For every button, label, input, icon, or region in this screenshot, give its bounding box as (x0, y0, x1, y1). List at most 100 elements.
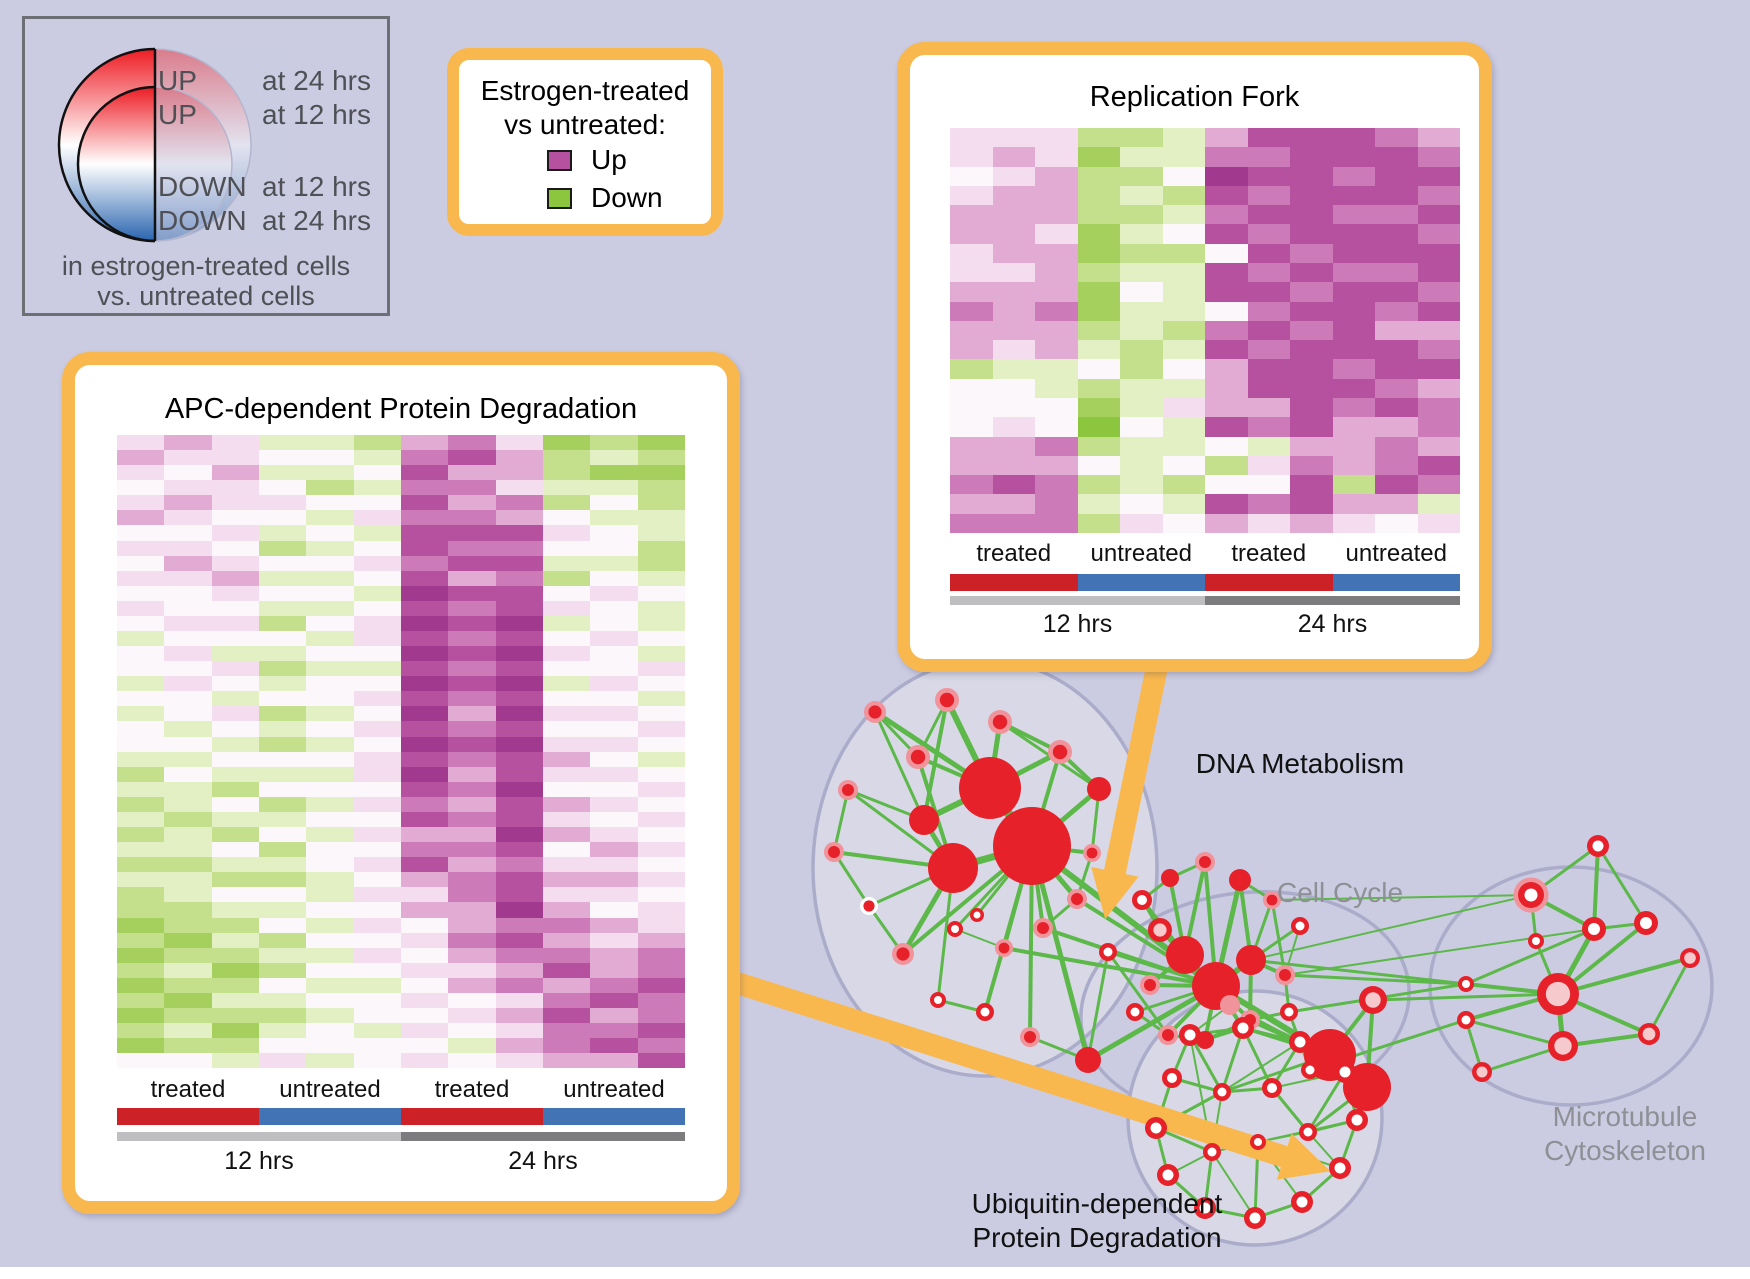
heatmap-cell (117, 842, 165, 858)
rf-panel-title: Replication Fork (1089, 81, 1300, 113)
heatmap-cell (1120, 282, 1163, 302)
heatmap-cell (400, 872, 449, 888)
heatmap-cell (258, 736, 307, 752)
heatmap-cell (637, 525, 685, 541)
network-edge (873, 711, 926, 821)
heatmap-cell (211, 736, 259, 752)
heatmap-cell (164, 1038, 212, 1054)
heatmap-cell (400, 977, 449, 993)
heatmap-cell (353, 540, 401, 556)
heatmap-cell (211, 1023, 259, 1039)
heatmap-cell (992, 185, 1035, 206)
heatmap-cell (448, 781, 496, 797)
group-label-treated: treated (434, 1076, 510, 1103)
heatmap-cell (306, 827, 354, 843)
heatmap-cell (1417, 378, 1460, 398)
heatmap-cell (211, 751, 259, 767)
estrogen-legend-title-line2: vs untreated: (504, 109, 666, 141)
network-node (1295, 921, 1305, 931)
heatmap-cell (992, 243, 1035, 263)
heatmap-cell (400, 510, 449, 526)
network-node (1592, 840, 1604, 852)
heatmap-cell (117, 811, 165, 828)
heatmap-row (117, 510, 685, 526)
heatmap-cell (992, 128, 1035, 148)
heatmap-cell (211, 766, 259, 782)
heatmap-row (950, 262, 1460, 283)
heatmap-cell (1247, 243, 1290, 263)
network-node (896, 947, 910, 961)
heatmap-row (950, 147, 1460, 167)
heatmap-cell (1332, 282, 1375, 302)
heatmap-row (117, 570, 685, 586)
heatmap-cell (1162, 417, 1205, 437)
heatmap-cell (495, 796, 543, 812)
heatmap-cell (590, 992, 638, 1008)
heatmap-cell (211, 842, 259, 858)
heatmap-cell (1205, 494, 1248, 514)
heatmap-cell (495, 842, 543, 858)
time-label-12hrs: 12 hrs (224, 1147, 294, 1175)
heatmap-cell (542, 1007, 591, 1024)
heatmap-cell (1035, 262, 1078, 283)
network-node (1144, 979, 1156, 991)
heatmap-cell (211, 827, 259, 843)
heatmap-cell (117, 781, 165, 797)
heatmap-cell (448, 917, 496, 933)
heatmap-cell (1247, 224, 1290, 244)
heatmap-row (117, 495, 685, 511)
heatmap-cell (950, 494, 993, 514)
heatmap-row (117, 465, 685, 481)
heatmap-cell (637, 495, 685, 511)
heatmap-cell (1247, 301, 1290, 321)
heatmap-cell (542, 615, 591, 632)
heatmap-cell (400, 585, 449, 601)
heatmap-cell (637, 661, 685, 677)
heatmap-cell (400, 661, 449, 677)
heatmap-cell (992, 436, 1035, 456)
heatmap-cell (950, 436, 993, 456)
heatmap-cell (637, 706, 685, 722)
heatmap-cell (1290, 436, 1333, 456)
heatmap-cell (1332, 320, 1375, 341)
heatmap-cell (542, 555, 591, 571)
heatmap-cell (448, 827, 496, 843)
heatmap-cell (637, 796, 685, 812)
heatmap-cell (164, 827, 212, 843)
heatmap-cell (211, 962, 259, 978)
heatmap-cell (542, 510, 591, 526)
heatmap-cell (448, 450, 496, 466)
heatmap-cell (400, 766, 449, 782)
updown-row-up12: UP at 12 hrs (25, 99, 387, 130)
heatmap-cell (164, 887, 212, 903)
heatmap-cell (1375, 436, 1418, 456)
heatmap-cell (1375, 147, 1418, 167)
heatmap-cell (117, 706, 165, 722)
heatmap-cell (542, 872, 591, 888)
heatmap-row (950, 340, 1460, 360)
heatmap-cell (258, 661, 307, 677)
heatmap-cell (353, 751, 401, 767)
heatmap-cell (542, 932, 591, 948)
heatmap-cell (448, 661, 496, 677)
heatmap-cell (1375, 397, 1418, 418)
network-edge (1557, 956, 1691, 996)
heatmap-cell (1162, 128, 1205, 148)
heatmap-cell (211, 917, 259, 933)
heatmap-cell (211, 781, 259, 797)
heatmap-cell (1162, 513, 1205, 533)
heatmap-cell (117, 917, 165, 933)
legend-item-down: Down (459, 182, 711, 218)
heatmap-cell (637, 766, 685, 782)
heatmap-cell (211, 435, 259, 451)
heatmap-cell (495, 510, 543, 526)
network-node (1267, 1083, 1277, 1093)
heatmap-cell (164, 646, 212, 662)
heatmap-cell (164, 510, 212, 526)
heatmap-cell (306, 525, 354, 541)
heatmap-cell (211, 932, 259, 948)
heatmap-cell (400, 962, 449, 978)
updown-caption-line2: vs. untreated cells (97, 281, 315, 311)
untreated-bar (543, 1108, 685, 1125)
heatmap-cell (1290, 475, 1333, 495)
